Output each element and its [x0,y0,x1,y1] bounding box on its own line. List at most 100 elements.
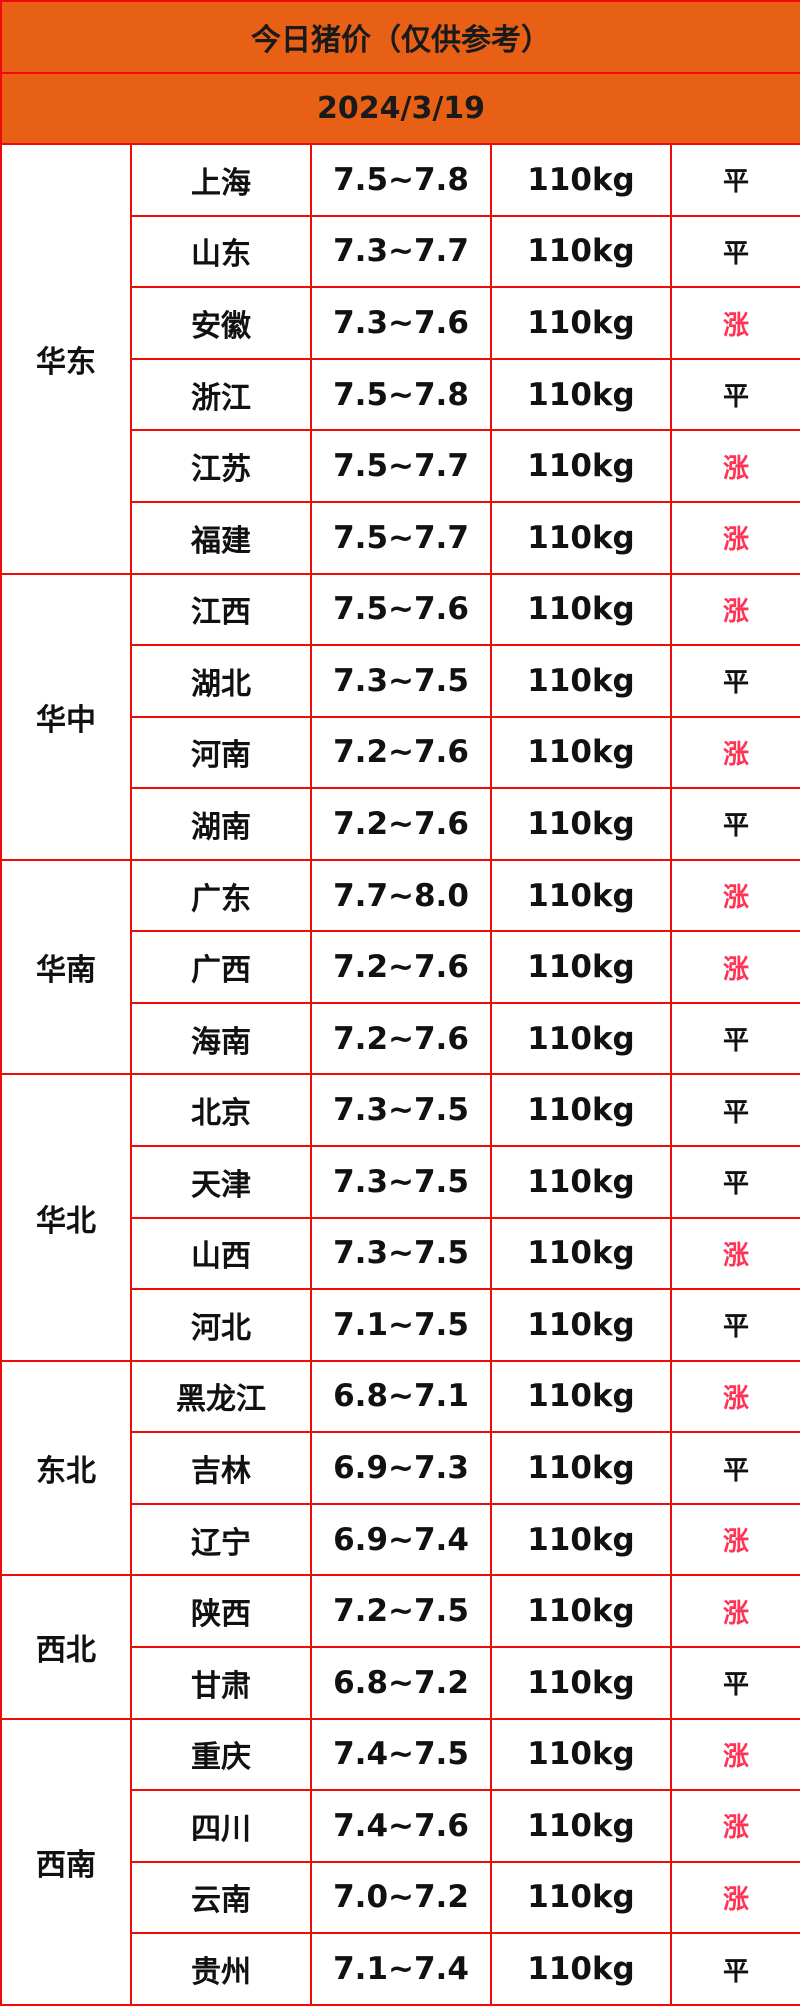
table-row: 浙江 7.5~7.8 110kg 平 [1,357,800,432]
price-cell: 6.8~7.2 [310,1645,492,1720]
weight-cell: 110kg [490,1645,672,1720]
price-cell: 7.3~7.6 [310,286,492,360]
weight-cell: 110kg [490,1574,672,1648]
weight-cell: 110kg [490,1431,672,1505]
price-cell: 7.7~8.0 [310,858,492,933]
weight-cell: 110kg [490,715,672,790]
region-cell: 华中 [0,572,132,861]
table-row: 甘肃 6.8~7.2 110kg 平 [1,1645,800,1720]
price-cell: 7.2~7.6 [310,1001,492,1076]
weight-cell: 110kg [490,143,672,217]
province-cell: 吉林 [130,1431,312,1505]
table-row: 海南 7.2~7.6 110kg 平 [1,1001,800,1076]
weight-cell: 110kg [490,1216,672,1291]
table-row: 吉林 6.9~7.3 110kg 平 [1,1431,800,1505]
weight-cell: 110kg [490,644,672,718]
trend-cell: 涨 [669,1216,800,1291]
price-cell: 7.5~7.6 [310,572,492,647]
province-cell: 河北 [130,1288,312,1362]
trend-cell: 涨 [669,1789,800,1863]
trend-cell: 平 [669,214,800,289]
table-row: 江苏 7.5~7.7 110kg 涨 [1,429,800,503]
weight-cell: 110kg [490,1502,672,1577]
table-row: 天津 7.3~7.5 110kg 平 [1,1145,800,1219]
table-row: 山西 7.3~7.5 110kg 涨 [1,1216,800,1291]
price-cell: 7.3~7.5 [310,1145,492,1219]
price-cell: 7.1~7.4 [310,1932,492,2006]
trend-cell: 涨 [669,1860,800,1935]
weight-cell: 110kg [490,930,672,1004]
table-row: 安徽 7.3~7.6 110kg 涨 [1,286,800,360]
province-cell: 浙江 [130,357,312,432]
trend-cell: 平 [669,1145,800,1219]
price-cell: 7.5~7.7 [310,429,492,503]
province-cell: 湖南 [130,787,312,861]
trend-cell: 平 [669,1001,800,1076]
province-cell: 陕西 [130,1574,312,1648]
trend-cell: 平 [669,357,800,432]
table-row: 湖南 7.2~7.6 110kg 平 [1,787,800,861]
price-cell: 7.3~7.5 [310,644,492,718]
weight-cell: 110kg [490,357,672,432]
table-row: 辽宁 6.9~7.4 110kg 涨 [1,1502,800,1577]
weight-cell: 110kg [490,286,672,360]
price-cell: 7.4~7.5 [310,1717,492,1792]
province-cell: 山东 [130,214,312,289]
price-cell: 7.2~7.6 [310,787,492,861]
price-cell: 7.2~7.5 [310,1574,492,1648]
price-cell: 7.5~7.8 [310,143,492,217]
page-title: 今日猪价（仅供参考） [0,0,800,74]
region-cell: 东北 [0,1359,132,1577]
price-cell: 7.5~7.8 [310,357,492,432]
weight-cell: 110kg [490,1359,672,1434]
title-row: 今日猪价（仅供参考） [0,0,800,74]
province-cell: 北京 [130,1073,312,1147]
province-cell: 四川 [130,1789,312,1863]
table-row: 西南 重庆 7.4~7.5 110kg 涨 [0,1717,800,2006]
table-row: 贵州 7.1~7.4 110kg 平 [1,1932,800,2006]
province-cell: 重庆 [130,1717,312,1792]
province-cell: 上海 [130,143,312,217]
trend-cell: 涨 [669,715,800,790]
province-cell: 广西 [130,930,312,1004]
trend-cell: 涨 [669,1359,800,1434]
table-row: 河南 7.2~7.6 110kg 涨 [1,715,800,790]
weight-cell: 110kg [490,1717,672,1792]
table-row: 福建 7.5~7.7 110kg 涨 [1,500,800,575]
trend-cell: 平 [669,787,800,861]
province-cell: 湖北 [130,644,312,718]
trend-cell: 平 [669,1932,800,2006]
weight-cell: 110kg [490,429,672,503]
price-cell: 7.3~7.5 [310,1216,492,1291]
date-row: 2024/3/19 [0,71,800,146]
trend-cell: 涨 [669,930,800,1004]
trend-cell: 平 [669,1073,800,1147]
region-cell: 西北 [0,1574,132,1720]
table-row: 东北 黑龙江 6.8~7.1 110kg 涨 [0,1359,800,1577]
province-cell: 海南 [130,1001,312,1076]
weight-cell: 110kg [490,1288,672,1362]
weight-cell: 110kg [490,500,672,575]
trend-cell: 涨 [669,1574,800,1648]
trend-cell: 涨 [669,429,800,503]
weight-cell: 110kg [490,572,672,647]
trend-cell: 涨 [669,572,800,647]
weight-cell: 110kg [490,1001,672,1076]
province-cell: 贵州 [130,1932,312,2006]
price-cell: 7.0~7.2 [310,1860,492,1935]
table-row: 华东 上海 7.5~7.8 110kg 平 [0,143,800,575]
trend-cell: 平 [669,644,800,718]
province-cell: 安徽 [130,286,312,360]
price-cell: 7.1~7.5 [310,1288,492,1362]
price-cell: 7.2~7.6 [310,930,492,1004]
trend-cell: 平 [669,1431,800,1505]
weight-cell: 110kg [490,1789,672,1863]
price-cell: 6.8~7.1 [310,1359,492,1434]
price-cell: 7.2~7.6 [310,715,492,790]
province-cell: 福建 [130,500,312,575]
province-cell: 天津 [130,1145,312,1219]
region-cell: 华北 [0,1073,132,1362]
date-label: 2024/3/19 [0,71,800,146]
trend-cell: 平 [669,143,800,217]
price-cell: 7.5~7.7 [310,500,492,575]
